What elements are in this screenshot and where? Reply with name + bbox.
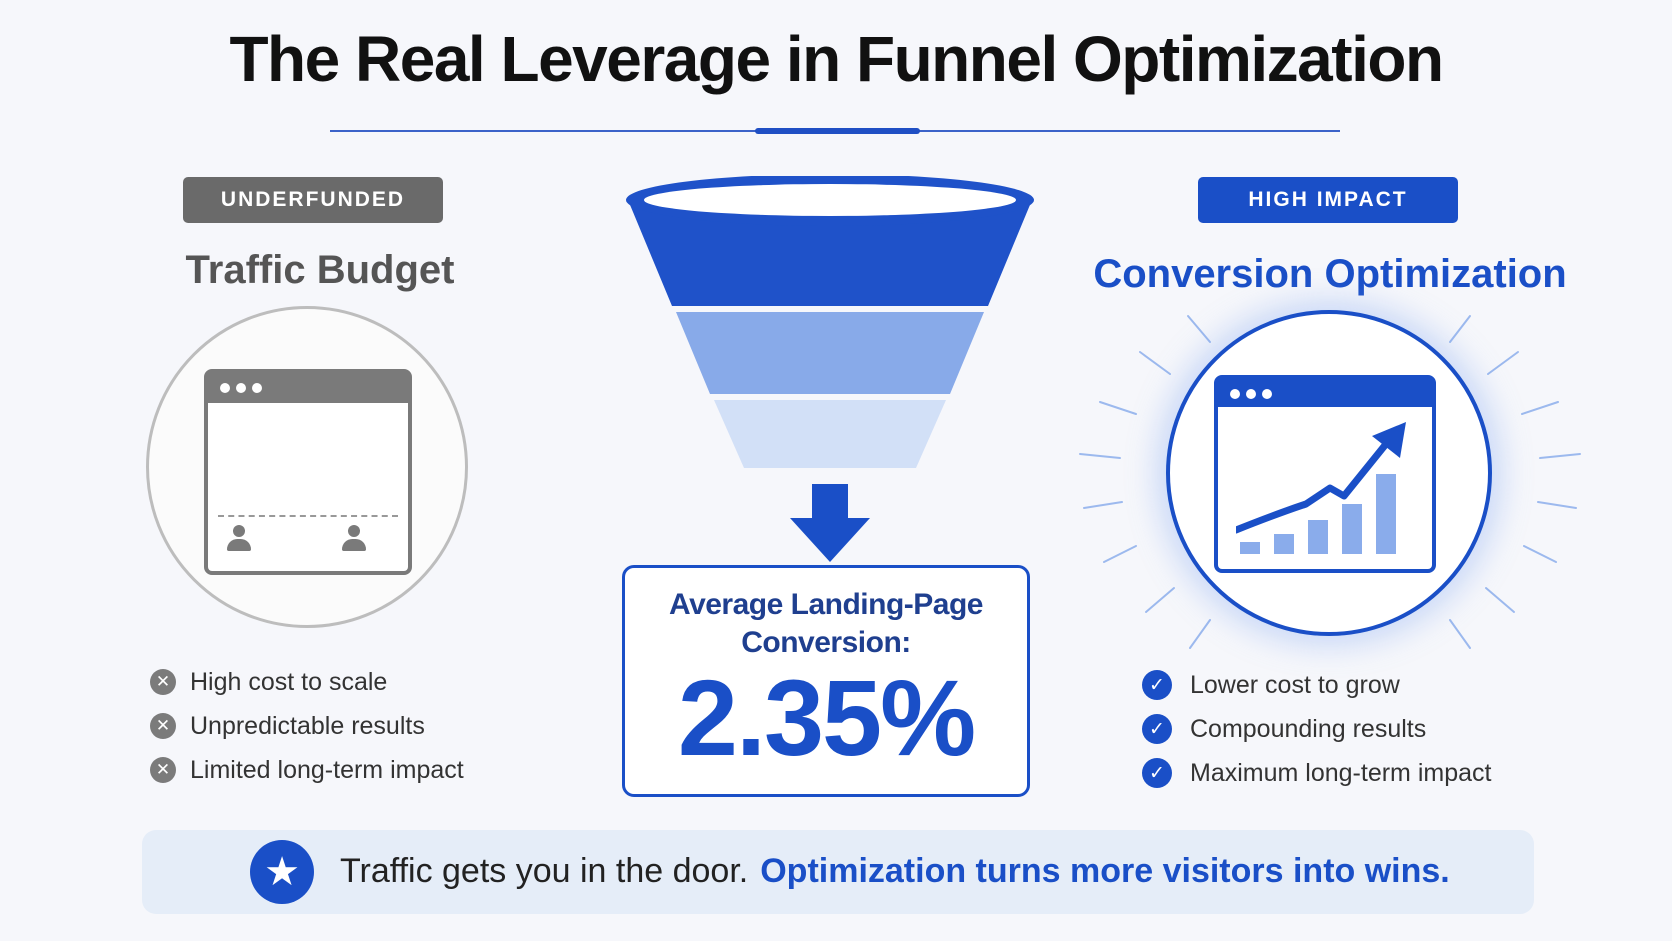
list-item-text: Limited long-term impact	[190, 755, 464, 784]
conversion-optimization-title: Conversion Optimization	[1093, 252, 1567, 296]
stat-label-line2: Conversion:	[741, 626, 911, 659]
glow-rays-icon	[1079, 315, 1581, 649]
title-divider-accent	[755, 128, 920, 134]
person-icon	[341, 525, 367, 555]
underfunded-badge: UNDERFUNDED	[183, 177, 443, 223]
takeaway-text: Traffic gets you in the door. Optimizatio…	[340, 852, 1450, 891]
list-item-text: Maximum long-term impact	[1190, 758, 1492, 787]
growth-chart-icon	[1236, 422, 1406, 554]
takeaway-banner	[142, 830, 1534, 914]
check-circle-icon: ✓	[1142, 670, 1172, 700]
conversion-stat-card: Average Landing-Page Conversion: 2.35%	[622, 565, 1030, 797]
stat-value: 2.35%	[677, 657, 976, 778]
high-impact-badge: HIGH IMPACT	[1198, 177, 1458, 223]
gray-browser-icon	[204, 369, 412, 575]
x-circle-icon: ✕	[150, 757, 176, 783]
traffic-budget-title: Traffic Budget	[185, 248, 455, 292]
traffic-drawbacks-list: ✕ High cost to scale ✕ Unpredictable res…	[150, 660, 464, 792]
browser-title-bar	[1218, 379, 1432, 407]
list-item-text: Lower cost to grow	[1190, 670, 1400, 699]
list-item-text: Compounding results	[1190, 714, 1427, 743]
stat-label-line1: Average Landing-Page	[669, 588, 983, 621]
list-item: ✓ Lower cost to grow	[1142, 663, 1491, 707]
list-item: ✕ High cost to scale	[150, 660, 464, 704]
list-item: ✓ Compounding results	[1142, 707, 1491, 751]
check-circle-icon: ✓	[1142, 758, 1172, 788]
list-item: ✓ Maximum long-term impact	[1142, 751, 1491, 795]
list-item-text: High cost to scale	[190, 667, 388, 696]
list-item-text: Unpredictable results	[190, 711, 425, 740]
takeaway-accent: Optimization turns more visitors into wi…	[760, 852, 1450, 890]
dashed-line	[218, 515, 398, 517]
x-circle-icon: ✕	[150, 713, 176, 739]
list-item: ✕ Limited long-term impact	[150, 748, 464, 792]
star-icon: ★	[250, 840, 314, 904]
check-circle-icon: ✓	[1142, 714, 1172, 744]
funnel-icon	[626, 176, 1034, 562]
person-icon	[226, 525, 252, 555]
list-item: ✕ Unpredictable results	[150, 704, 464, 748]
browser-title-bar	[208, 373, 408, 403]
window-dots-icon	[220, 383, 262, 393]
takeaway-plain: Traffic gets you in the door.	[340, 852, 749, 890]
optimization-benefits-list: ✓ Lower cost to grow ✓ Compounding resul…	[1142, 663, 1491, 795]
page-title: The Real Leverage in Funnel Optimization	[229, 23, 1444, 95]
window-dots-icon	[1230, 389, 1272, 399]
x-circle-icon: ✕	[150, 669, 176, 695]
